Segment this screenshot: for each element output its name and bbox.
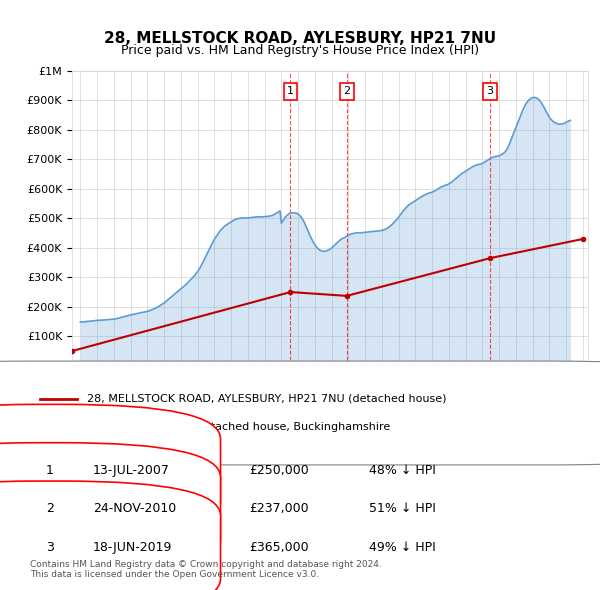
Text: 1: 1 [287,87,294,96]
Text: 1: 1 [46,464,53,477]
Text: 3: 3 [487,87,494,96]
Text: 24-NOV-2010: 24-NOV-2010 [92,502,176,516]
Text: 3: 3 [46,540,53,554]
Text: 49% ↓ HPI: 49% ↓ HPI [370,540,436,554]
Text: 2: 2 [46,502,53,516]
Text: HPI: Average price, detached house, Buckinghamshire: HPI: Average price, detached house, Buck… [88,422,391,432]
Text: Contains HM Land Registry data © Crown copyright and database right 2024.
This d: Contains HM Land Registry data © Crown c… [30,560,382,579]
Text: £250,000: £250,000 [249,464,309,477]
Text: 51% ↓ HPI: 51% ↓ HPI [370,502,436,516]
Text: 48% ↓ HPI: 48% ↓ HPI [370,464,436,477]
Text: 13-JUL-2007: 13-JUL-2007 [92,464,170,477]
Text: 18-JUN-2019: 18-JUN-2019 [92,540,172,554]
FancyBboxPatch shape [0,361,600,465]
FancyBboxPatch shape [0,481,221,590]
Text: Price paid vs. HM Land Registry's House Price Index (HPI): Price paid vs. HM Land Registry's House … [121,44,479,57]
Text: 28, MELLSTOCK ROAD, AYLESBURY, HP21 7NU (detached house): 28, MELLSTOCK ROAD, AYLESBURY, HP21 7NU … [88,394,447,404]
Text: £237,000: £237,000 [249,502,309,516]
FancyBboxPatch shape [0,404,221,537]
Text: 28, MELLSTOCK ROAD, AYLESBURY, HP21 7NU: 28, MELLSTOCK ROAD, AYLESBURY, HP21 7NU [104,31,496,46]
Text: £365,000: £365,000 [249,540,309,554]
FancyBboxPatch shape [0,442,221,575]
Text: 2: 2 [343,87,350,96]
